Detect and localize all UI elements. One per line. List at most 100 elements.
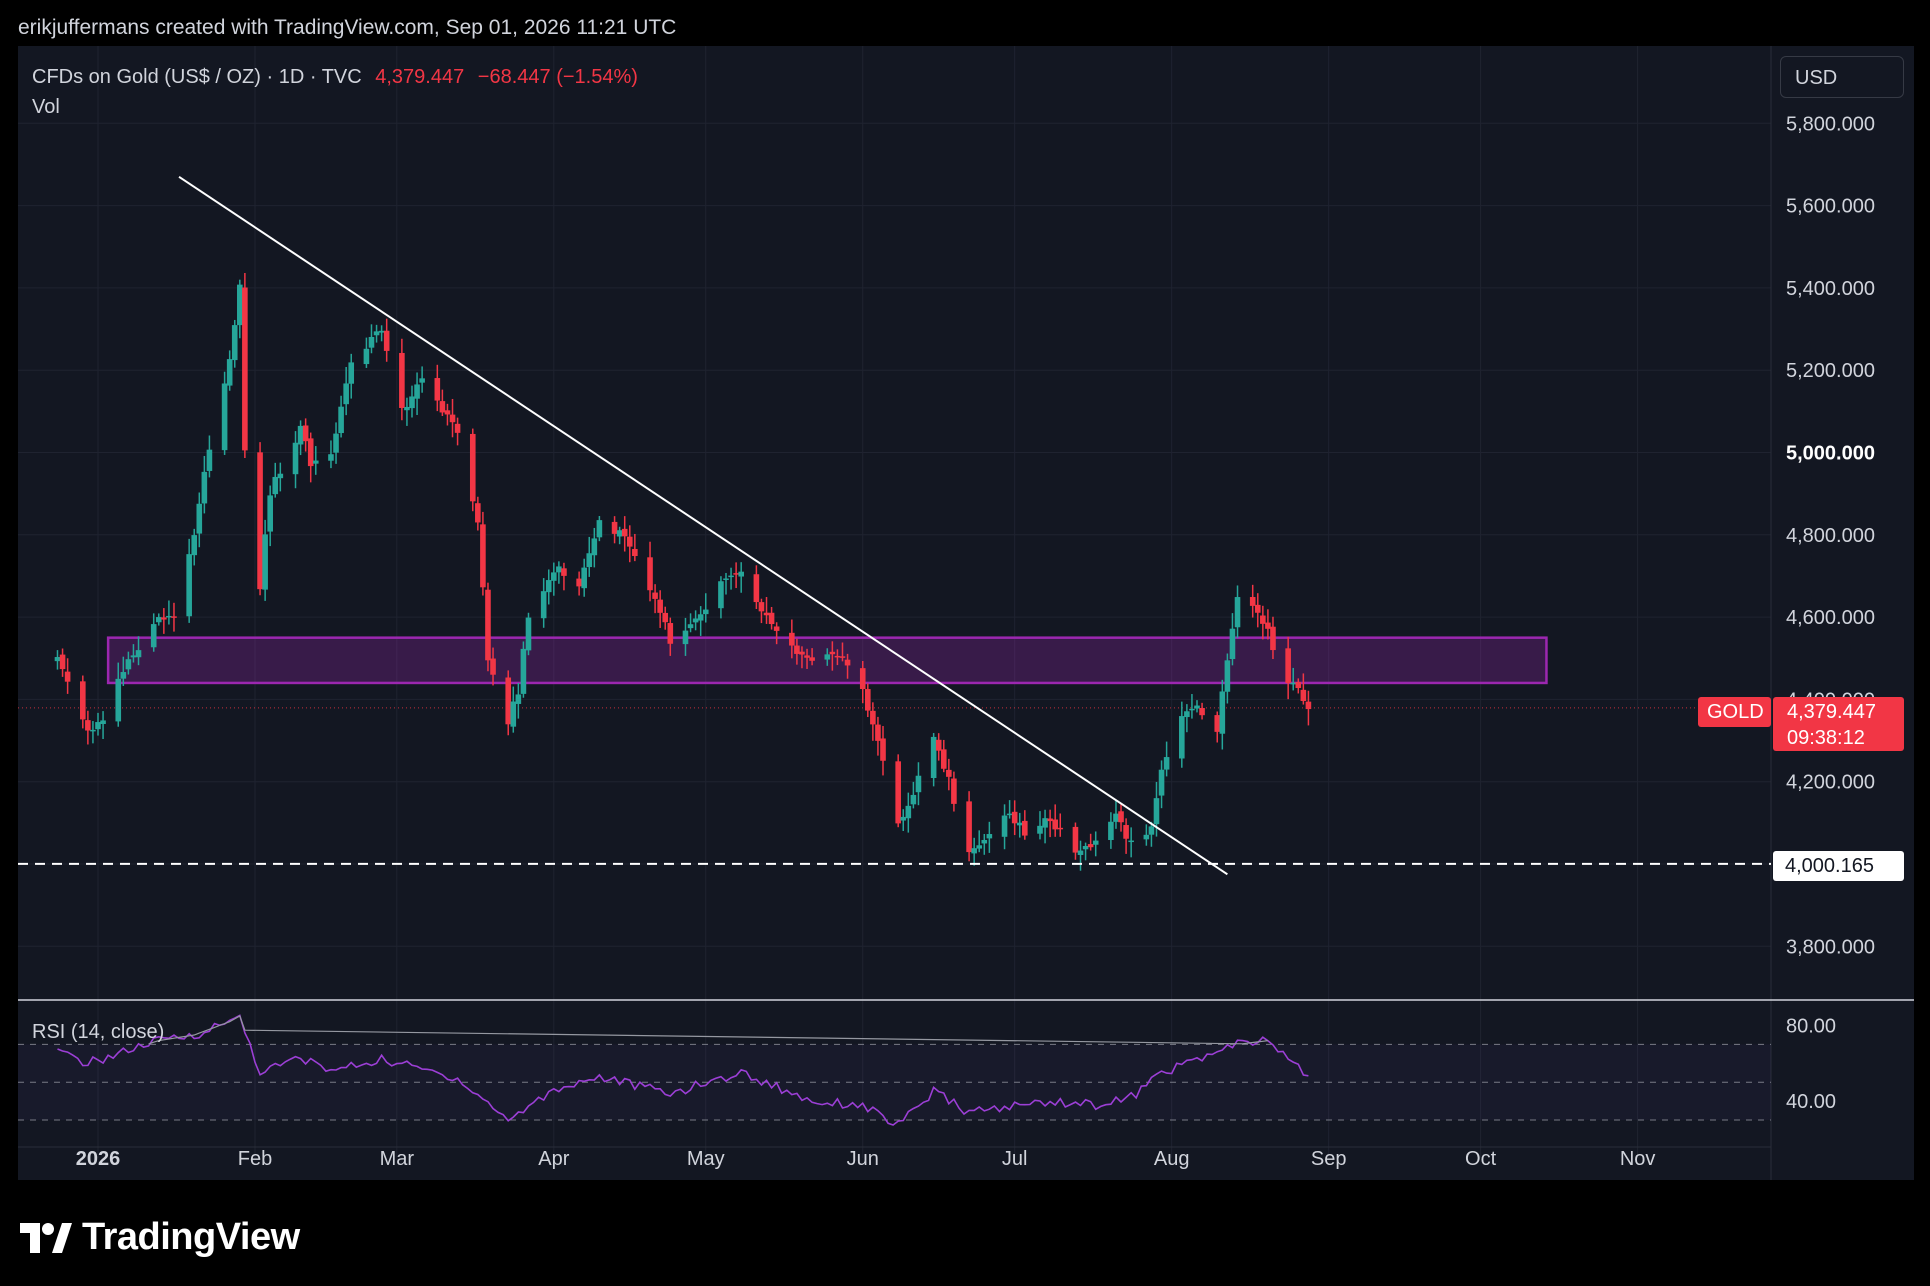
candle[interactable] (1057, 827, 1064, 830)
candle[interactable] (789, 632, 795, 646)
candle[interactable] (302, 425, 309, 442)
candle[interactable] (277, 473, 284, 479)
candle[interactable] (1016, 822, 1023, 826)
candle[interactable] (130, 655, 137, 658)
candle[interactable] (1011, 811, 1018, 824)
candle[interactable] (485, 589, 491, 661)
candle[interactable] (257, 452, 263, 590)
candle[interactable] (839, 656, 846, 658)
candle[interactable] (809, 657, 815, 661)
candle[interactable] (186, 554, 192, 617)
candle[interactable] (206, 449, 213, 471)
candle[interactable] (1163, 757, 1170, 770)
candle[interactable] (930, 736, 937, 779)
candle[interactable] (196, 503, 203, 534)
candle[interactable] (647, 557, 653, 591)
candle[interactable] (348, 362, 355, 384)
candle[interactable] (1184, 711, 1190, 718)
candle[interactable] (900, 816, 907, 821)
candle[interactable] (576, 578, 582, 587)
candle[interactable] (1047, 818, 1053, 822)
candle[interactable] (150, 624, 157, 648)
candle[interactable] (166, 615, 172, 618)
candle[interactable] (1006, 813, 1013, 816)
candle[interactable] (1052, 819, 1058, 830)
candle[interactable] (414, 384, 420, 399)
candle[interactable] (697, 614, 704, 621)
candle[interactable] (545, 580, 552, 593)
candle[interactable] (1260, 615, 1266, 624)
candle[interactable] (419, 378, 425, 383)
candle[interactable] (1300, 689, 1307, 702)
candle[interactable] (312, 460, 319, 464)
candle[interactable] (844, 659, 851, 666)
candle[interactable] (161, 617, 167, 620)
candle[interactable] (616, 530, 623, 537)
candle[interactable] (100, 720, 106, 724)
candle[interactable] (333, 433, 339, 453)
candle[interactable] (971, 848, 977, 854)
candle[interactable] (981, 839, 988, 844)
candle[interactable] (865, 689, 871, 711)
candle[interactable] (338, 406, 344, 434)
chart-panel[interactable] (18, 46, 1914, 1180)
candle[interactable] (449, 414, 456, 423)
candle[interactable] (940, 749, 947, 769)
candle[interactable] (1113, 813, 1119, 822)
candle[interactable] (728, 575, 734, 578)
candle[interactable] (581, 567, 587, 589)
candle[interactable] (632, 548, 638, 557)
candle[interactable] (368, 336, 375, 348)
candle[interactable] (1270, 626, 1276, 651)
candle[interactable] (1285, 648, 1291, 684)
candle[interactable] (454, 423, 461, 433)
candle[interactable] (54, 657, 61, 662)
candle[interactable] (307, 438, 314, 467)
candle[interactable] (378, 330, 385, 333)
candle[interactable] (702, 609, 709, 615)
candle[interactable] (540, 591, 547, 619)
candle[interactable] (201, 471, 208, 504)
candle[interactable] (297, 425, 304, 445)
candle[interactable] (1179, 716, 1185, 759)
candle[interactable] (915, 775, 922, 793)
candle[interactable] (687, 624, 694, 629)
candle[interactable] (1229, 628, 1236, 660)
candle[interactable] (824, 654, 831, 660)
candle[interactable] (1143, 834, 1150, 840)
candle[interactable] (1077, 850, 1084, 855)
candle[interactable] (870, 710, 876, 725)
candle[interactable] (880, 738, 886, 761)
candle[interactable] (733, 573, 739, 575)
candle[interactable] (738, 571, 744, 577)
candle[interactable] (1305, 701, 1312, 710)
candle[interactable] (399, 352, 405, 408)
candle[interactable] (556, 566, 562, 573)
candle[interactable] (1158, 769, 1165, 796)
candle[interactable] (657, 599, 663, 613)
candle[interactable] (976, 845, 983, 849)
candle[interactable] (343, 383, 349, 405)
candle[interactable] (191, 535, 198, 556)
candle[interactable] (328, 454, 334, 461)
rsi-legend[interactable]: RSI (14, close) (32, 1021, 165, 1043)
candle[interactable] (966, 801, 972, 853)
candle[interactable] (434, 378, 441, 401)
candle[interactable] (525, 617, 532, 651)
candle[interactable] (115, 678, 122, 722)
currency-button[interactable]: USD (1780, 56, 1904, 98)
candle[interactable] (1153, 798, 1160, 825)
candle[interactable] (404, 406, 410, 411)
candle[interactable] (59, 654, 66, 670)
candle[interactable] (1295, 682, 1302, 689)
candle[interactable] (875, 724, 881, 741)
candle[interactable] (859, 668, 866, 690)
candle[interactable] (1082, 845, 1089, 850)
candle[interactable] (768, 612, 775, 625)
candle[interactable] (596, 520, 603, 538)
candle[interactable] (409, 396, 415, 409)
candle[interactable] (231, 325, 238, 361)
candle[interactable] (692, 618, 699, 623)
candle[interactable] (95, 722, 101, 730)
candle[interactable] (1214, 715, 1221, 732)
